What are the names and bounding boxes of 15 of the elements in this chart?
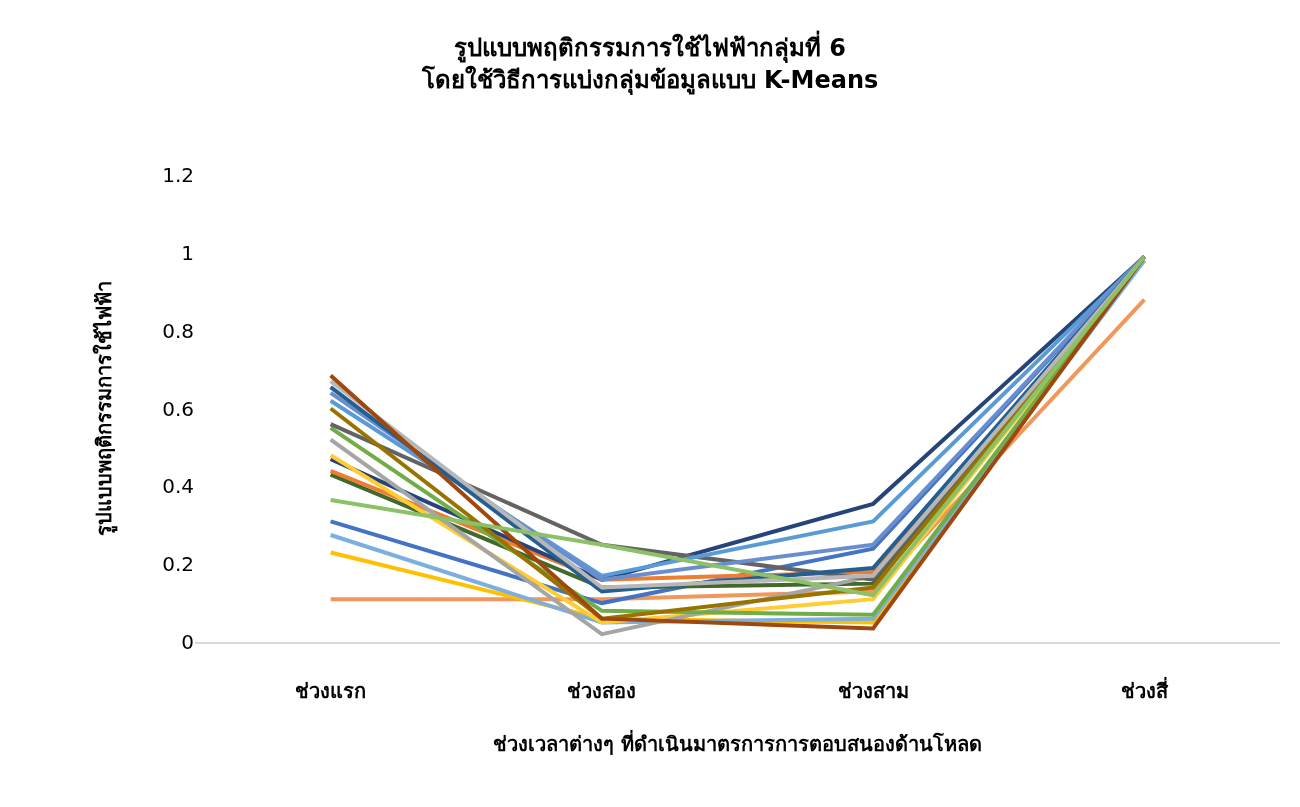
y-tick-label: 0.4 bbox=[162, 474, 194, 499]
x-tick-label: ช่วงแรก bbox=[295, 678, 367, 703]
y-tick-label: 1.2 bbox=[162, 163, 194, 187]
x-axis-title: ช่วงเวลาต่างๆ ที่ดำเนินมาตรการการตอบสนองด้านโหลด bbox=[493, 728, 982, 756]
chart-title: รูปแบบพฤติกรรมการใช้ไฟฟ้ากลุ่มที่ 6 bbox=[453, 30, 847, 65]
x-tick-label: ช่วงสอง bbox=[567, 678, 637, 703]
y-tick-label: 0 bbox=[181, 630, 194, 654]
y-axis-title: รูปแบบพฤติกรรมการใช้ไฟฟ้า bbox=[91, 281, 118, 536]
x-tick-label: ช่วงสาม bbox=[837, 678, 909, 703]
y-tick-label: 1 bbox=[181, 240, 194, 265]
x-tick-label: ช่วงสี่ bbox=[1120, 675, 1169, 703]
y-tick-label: 0.2 bbox=[162, 552, 194, 577]
chart-subtitle: โดยใช้วิธีการแบ่งกลุ่มข้อมูลแบบ K-Means bbox=[420, 64, 879, 96]
y-tick-label: 0.8 bbox=[162, 318, 194, 343]
y-tick-label: 0.6 bbox=[162, 396, 194, 421]
